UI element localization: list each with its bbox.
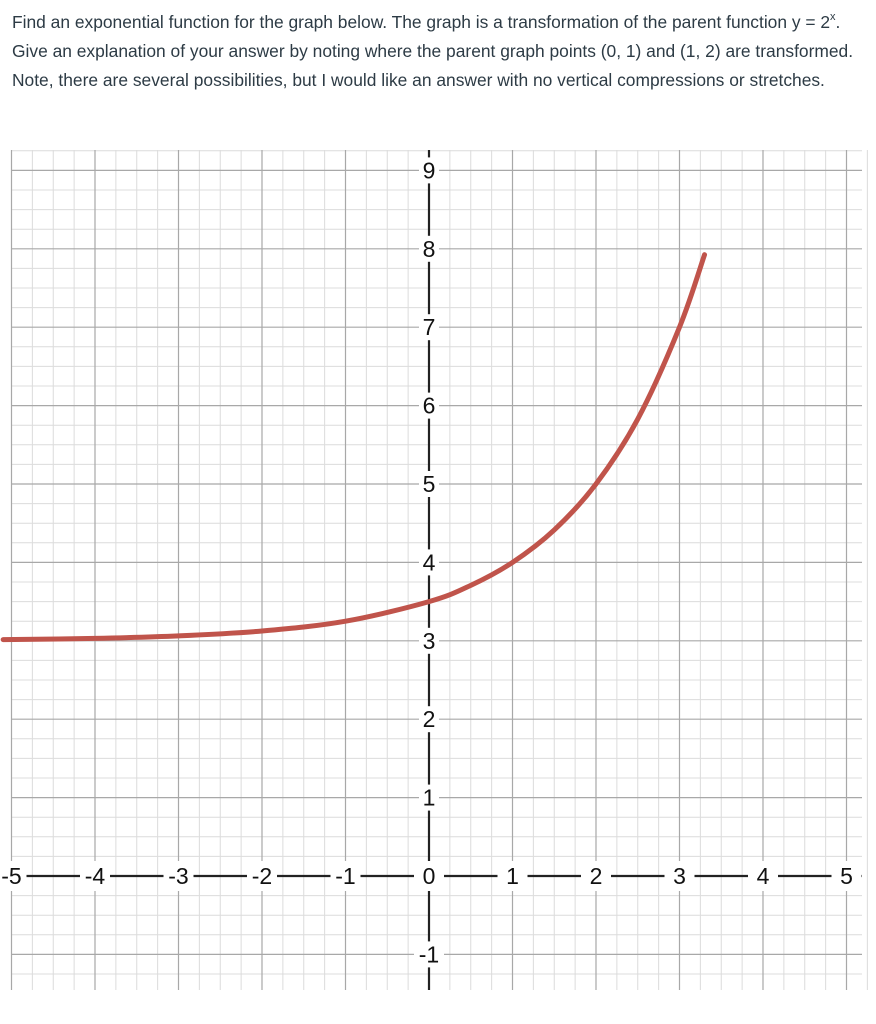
y-tick-label: 5 xyxy=(423,471,436,497)
x-tick-label-bg xyxy=(414,861,444,891)
x-tick-label-bg xyxy=(80,861,110,891)
x-tick-label-bg xyxy=(581,861,611,891)
y-tick-label-bg xyxy=(419,627,439,654)
x-tick-label: 5 xyxy=(840,863,853,889)
minor-grid xyxy=(12,150,868,990)
question-part-1: Find an exponential function for the gra… xyxy=(12,12,831,32)
x-tick-label: -5 xyxy=(1,863,21,889)
x-tick-label-bg xyxy=(748,861,778,891)
y-tick-label: 9 xyxy=(423,157,436,183)
x-tick-label: -2 xyxy=(252,863,272,889)
y-tick-label: -1 xyxy=(419,941,439,967)
series xyxy=(0,252,708,643)
x-tick-label-bg xyxy=(664,861,695,891)
y-tick-label: 4 xyxy=(423,549,436,575)
exponential-curve xyxy=(0,252,708,643)
exponent-x: x xyxy=(830,11,836,24)
y-tick-label-bg xyxy=(419,235,439,262)
y-tick-label: 3 xyxy=(423,628,436,654)
x-tick-label-bg xyxy=(497,861,528,891)
x-tick-label: 4 xyxy=(757,863,770,889)
y-tick-label-bg xyxy=(419,549,439,576)
x-tick-label-bg xyxy=(831,861,862,891)
y-tick-label: 1 xyxy=(423,785,436,811)
y-tick-label-bg xyxy=(419,471,439,497)
question-part-2: . Give an explanation of your answer by … xyxy=(12,12,854,90)
exponential-graph: -5 -4 -3 -2 -1 0 1 2 3 4 5 -1 1 2 3 4 5 6 7 8 9 xyxy=(0,150,868,990)
y-tick-label-bg xyxy=(419,392,439,419)
x-tick-label-bg xyxy=(330,861,361,891)
y-tick-label-bg xyxy=(419,314,439,341)
y-tick-label: 7 xyxy=(423,314,436,340)
y-tick-label-bg xyxy=(414,941,444,968)
y-tick-label: 2 xyxy=(423,706,436,732)
y-tick-label-bg xyxy=(419,706,439,733)
x-tick-label: 3 xyxy=(673,863,686,889)
y-tick-label: 8 xyxy=(423,236,436,262)
x-tick-label: -3 xyxy=(168,863,188,889)
x-tick-label-bg xyxy=(163,861,194,891)
x-tick-label: 0 xyxy=(423,863,436,889)
y-tick-label-bg xyxy=(419,784,439,811)
x-tick-label: 2 xyxy=(590,863,603,889)
x-tick-label-bg xyxy=(0,861,27,891)
question-text: Find an exponential function for the gra… xyxy=(12,8,862,95)
y-tick-label-bg xyxy=(419,157,439,184)
x-tick-label: 1 xyxy=(506,863,519,889)
x-tick-label-bg xyxy=(247,861,277,891)
y-tick-label: 6 xyxy=(423,393,436,419)
tick-labels: -5 -4 -3 -2 -1 0 1 2 3 4 5 -1 1 2 3 4 5 6 7 8 9 xyxy=(0,157,862,968)
x-tick-label: -4 xyxy=(85,863,106,889)
x-tick-label: -1 xyxy=(335,863,355,889)
